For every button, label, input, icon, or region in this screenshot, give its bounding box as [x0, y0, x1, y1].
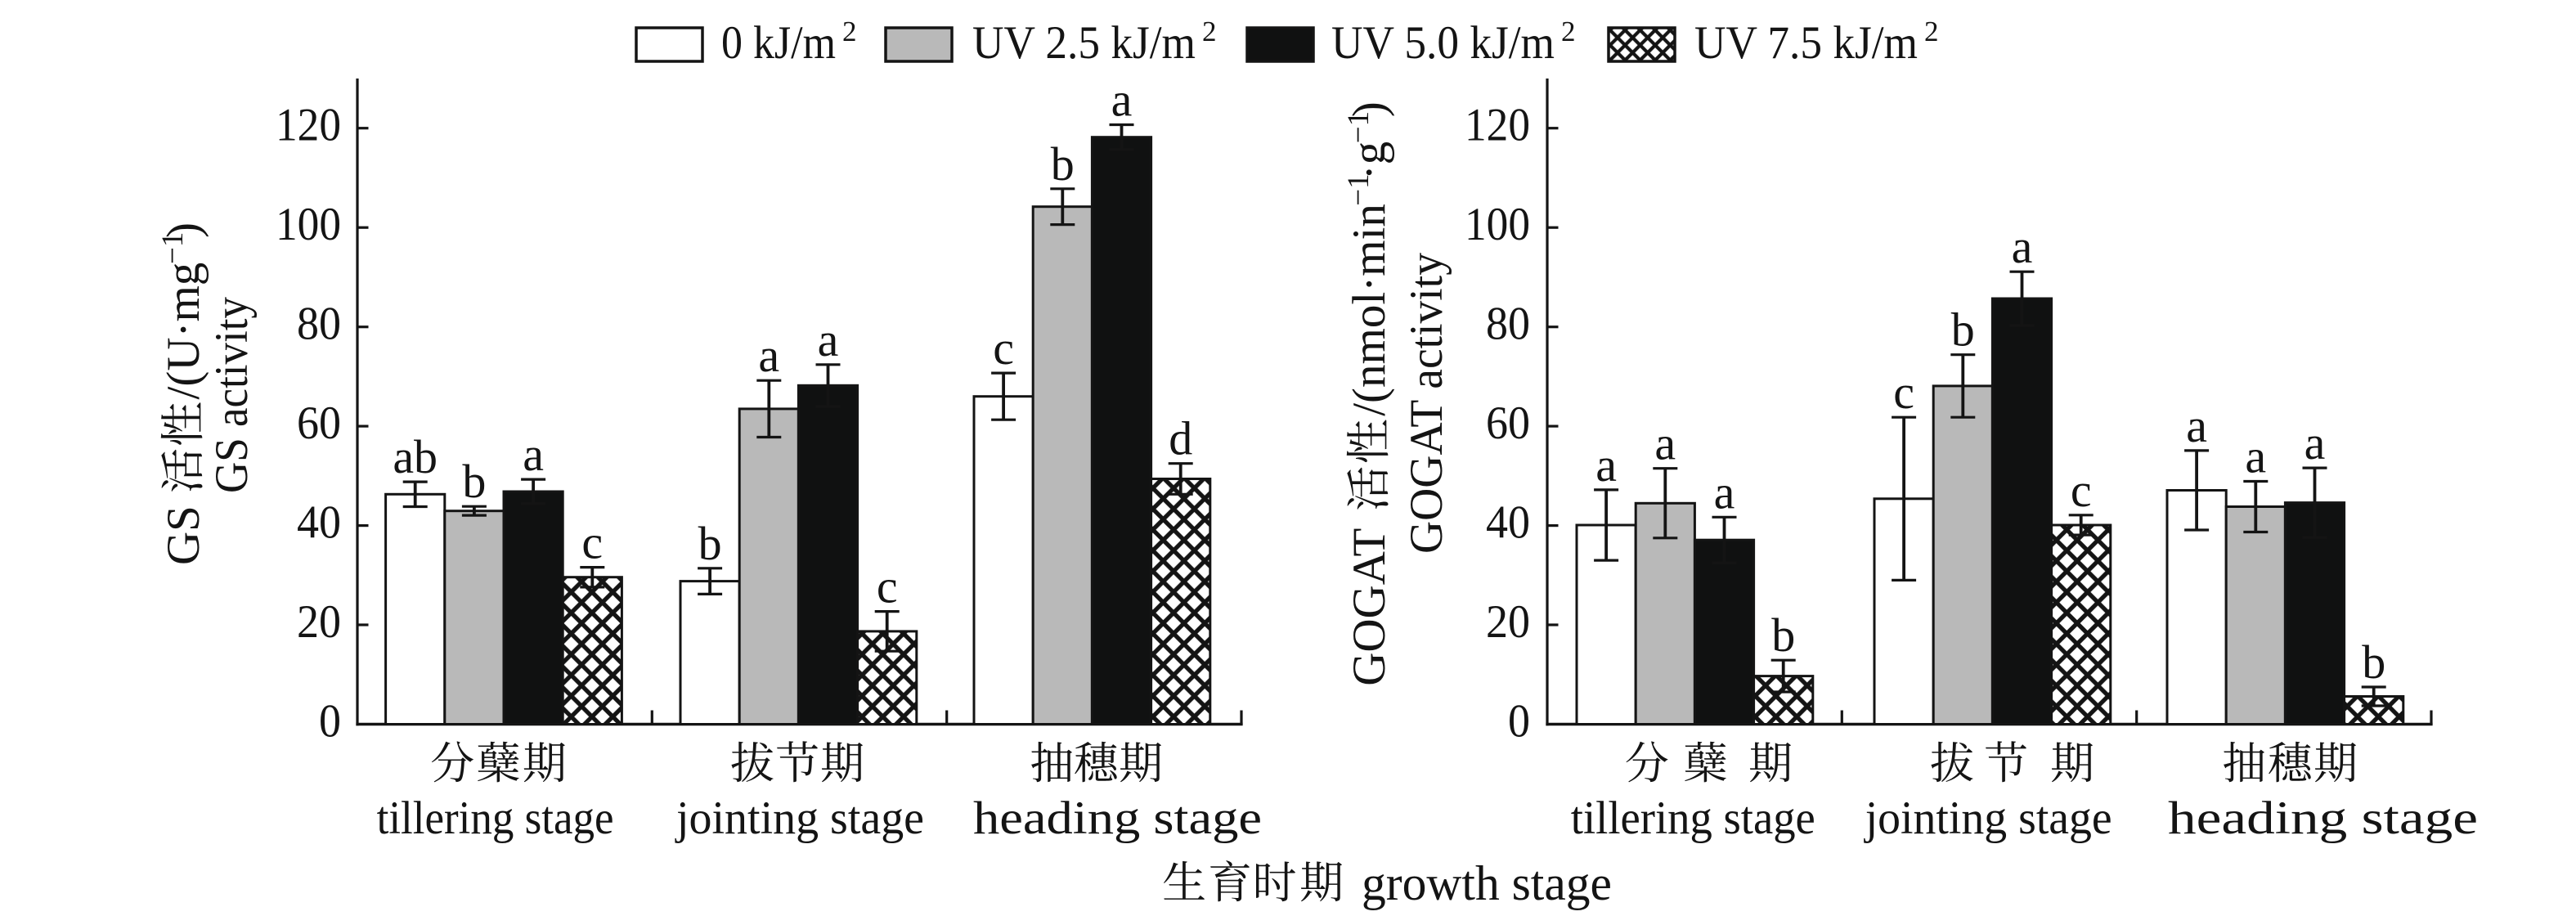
svg-text:/(U·mg: /(U·mg [158, 263, 209, 400]
svg-text:UV 7.5 kJ/m: UV 7.5 kJ/m [1694, 17, 1918, 69]
svg-text:120: 120 [1465, 100, 1530, 151]
svg-text:a: a [2245, 430, 2266, 483]
svg-text:b: b [1771, 608, 1795, 662]
svg-text:UV 5.0 kJ/m: UV 5.0 kJ/m [1331, 17, 1555, 69]
svg-text:2: 2 [1924, 16, 1939, 47]
svg-text:2: 2 [1202, 16, 1217, 47]
svg-text:c: c [877, 560, 898, 613]
svg-text:): ) [158, 222, 209, 238]
svg-text:d: d [1169, 412, 1192, 465]
svg-text:20: 20 [1486, 596, 1530, 648]
svg-text:a: a [523, 428, 544, 481]
svg-text:a: a [1654, 417, 1676, 470]
svg-text:−1: −1 [1342, 111, 1376, 143]
svg-text:b: b [698, 517, 722, 570]
svg-text:GOGAT: GOGAT [1344, 516, 1395, 685]
svg-text:0 kJ/m: 0 kJ/m [721, 17, 836, 69]
svg-text:a: a [758, 329, 779, 382]
svg-text:−1: −1 [1342, 173, 1376, 205]
svg-text:a: a [2304, 416, 2326, 469]
svg-text:80: 80 [1486, 299, 1530, 350]
svg-text:UV 2.5 kJ/m: UV 2.5 kJ/m [972, 17, 1196, 69]
svg-text:c: c [2071, 464, 2092, 517]
svg-text:120: 120 [276, 100, 341, 151]
svg-text:2: 2 [1561, 16, 1576, 47]
svg-text:−1: −1 [156, 232, 190, 264]
svg-text:heading stage: heading stage [973, 793, 1262, 844]
svg-text:b: b [462, 455, 486, 508]
svg-text:/(nmol·min: /(nmol·min [1344, 204, 1395, 416]
svg-text:GS activity: GS activity [206, 297, 258, 493]
svg-text:40: 40 [297, 497, 341, 549]
svg-text:0: 0 [319, 696, 341, 748]
svg-text:GOGAT activity: GOGAT activity [1401, 253, 1452, 554]
svg-text:60: 60 [1486, 397, 1530, 449]
svg-text:a: a [2012, 220, 2033, 273]
svg-text:c: c [1893, 366, 1914, 419]
svg-text:60: 60 [297, 397, 341, 449]
svg-text:a: a [1714, 465, 1735, 519]
svg-text:jointing stage: jointing stage [1864, 793, 2112, 844]
svg-text:b: b [2362, 635, 2385, 689]
svg-text:): ) [1344, 101, 1395, 117]
svg-text:0: 0 [1508, 696, 1530, 748]
svg-text:a: a [1111, 74, 1133, 127]
svg-text:jointing stage: jointing stage [675, 793, 924, 844]
svg-text:20: 20 [297, 596, 341, 648]
svg-text:a: a [2186, 399, 2207, 452]
svg-text:·g: ·g [1344, 141, 1395, 180]
svg-text:b: b [1951, 303, 1975, 357]
svg-text:100: 100 [276, 199, 341, 250]
svg-text:c: c [581, 516, 603, 569]
svg-text:b: b [1051, 137, 1075, 191]
svg-text:c: c [993, 321, 1014, 375]
svg-text:2: 2 [842, 16, 857, 47]
svg-text:ab: ab [393, 430, 438, 483]
svg-text:growth stage: growth stage [1362, 856, 1612, 910]
svg-text:a: a [1595, 438, 1617, 492]
svg-text:tillering stage: tillering stage [1571, 793, 1815, 844]
svg-text:80: 80 [297, 299, 341, 350]
svg-text:40: 40 [1486, 497, 1530, 549]
svg-text:tillering stage: tillering stage [377, 793, 614, 844]
svg-text:100: 100 [1465, 199, 1530, 250]
svg-text:heading stage: heading stage [2168, 793, 2478, 844]
svg-text:a: a [818, 313, 839, 366]
svg-text:GS: GS [158, 494, 209, 565]
